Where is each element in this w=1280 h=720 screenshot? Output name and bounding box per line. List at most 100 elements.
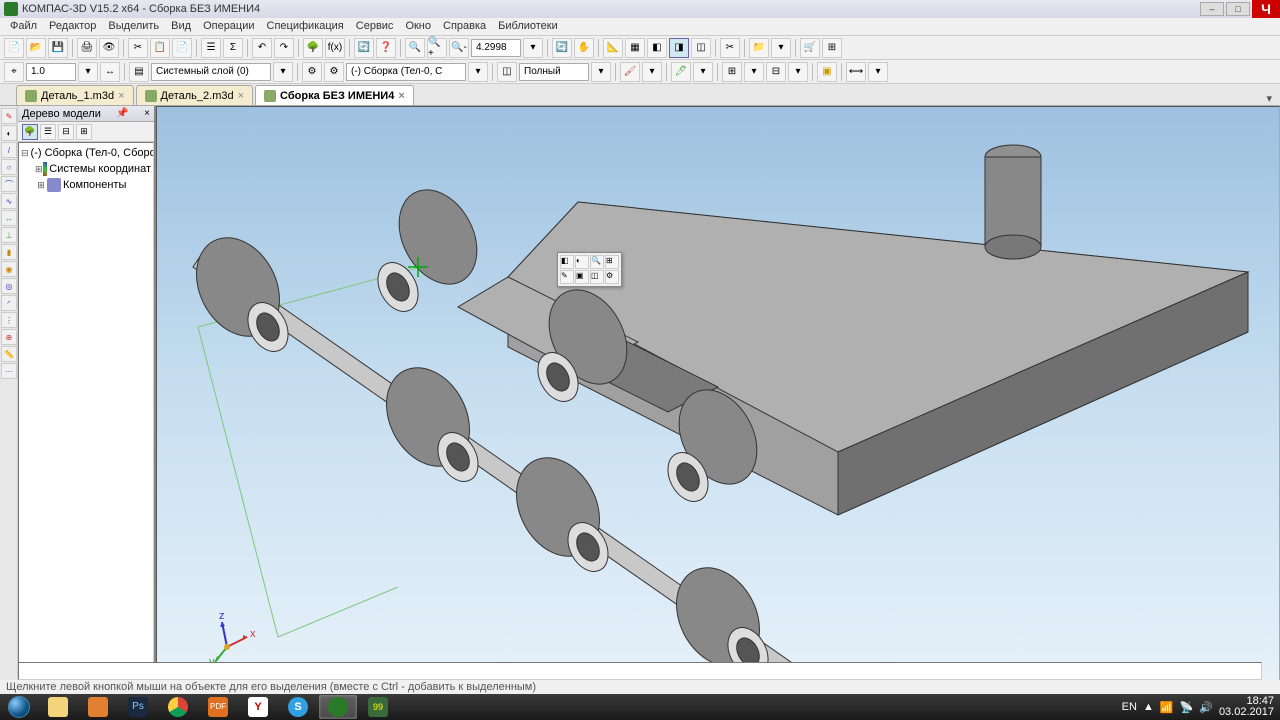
copy-button[interactable]: 📋 [150, 38, 170, 58]
paste-button[interactable]: 📄 [172, 38, 192, 58]
tree-tb1[interactable]: 🌳 [22, 124, 38, 140]
config-button[interactable]: ⚙ [302, 62, 322, 82]
menu-operations[interactable]: Операции [197, 18, 260, 35]
paint-button[interactable]: 🖌 [620, 62, 640, 82]
rebuild-button[interactable]: 🔄 [354, 38, 374, 58]
task-explorer[interactable] [39, 695, 77, 719]
orient-button[interactable]: 📐 [603, 38, 623, 58]
shade-button[interactable]: ◧ [647, 38, 667, 58]
grid-button[interactable]: ⊞ [722, 62, 742, 82]
tab-close-icon[interactable]: × [118, 90, 124, 102]
lt-edit[interactable]: ✎ [1, 108, 17, 124]
grid2-dd[interactable]: ▾ [788, 62, 808, 82]
ctx-btn8[interactable]: ⚙ [605, 270, 619, 284]
maximize-button[interactable]: □ [1226, 2, 1250, 16]
tree-close-icon[interactable]: × [144, 108, 150, 119]
section-button[interactable]: ✂ [720, 38, 740, 58]
shade2-button[interactable]: ◨ [669, 38, 689, 58]
expand-icon[interactable]: ⊞ [35, 180, 47, 191]
rotate-button[interactable]: 🔄 [552, 38, 572, 58]
lt-hole[interactable]: ◎ [1, 278, 17, 294]
dim-button[interactable]: ⟷ [846, 62, 866, 82]
undo-button[interactable]: ↶ [252, 38, 272, 58]
lt-mate[interactable]: ⊕ [1, 329, 17, 345]
scale-input[interactable] [26, 63, 76, 81]
lt-circle[interactable]: ○ [1, 159, 17, 175]
tray-flag-icon[interactable]: ▲ [1143, 701, 1154, 713]
ctx-btn5[interactable]: ✎ [560, 270, 574, 284]
print-button[interactable]: 🖨 [77, 38, 97, 58]
marker-button[interactable]: 🖊 [671, 62, 691, 82]
menu-window[interactable]: Окно [399, 18, 437, 35]
lt-constrain[interactable]: ⊥ [1, 227, 17, 243]
lt-more[interactable]: ⋯ [1, 363, 17, 379]
layout-button[interactable]: ⊞ [822, 38, 842, 58]
mode-input[interactable] [519, 63, 589, 81]
ctx-btn6[interactable]: ▣ [575, 270, 589, 284]
tree-root-node[interactable]: ⊟ (-) Сборка (Тел-0, Сборочны [21, 145, 151, 161]
tree-node-components[interactable]: ⊞ Компоненты [21, 177, 151, 193]
task-chrome[interactable] [159, 695, 197, 719]
scale-dropdown[interactable]: ▾ [78, 62, 98, 82]
viewport-3d[interactable]: ◧ ◐ 🔍 ⊞ ✎ ▣ ◫ ⚙ x y z [156, 106, 1280, 698]
cut-button[interactable]: ✂ [128, 38, 148, 58]
config2-button[interactable]: ⚙ [324, 62, 344, 82]
tray-clock[interactable]: 18:47 03.02.2017 [1219, 696, 1274, 718]
layer-dropdown[interactable]: ▾ [273, 62, 293, 82]
lt-line[interactable]: / [1, 142, 17, 158]
start-button[interactable] [0, 694, 38, 720]
tree-button[interactable]: 🌳 [303, 38, 323, 58]
grid-dd[interactable]: ▾ [744, 62, 764, 82]
fx-button[interactable]: f(x) [325, 38, 345, 58]
wire-button[interactable]: ▦ [625, 38, 645, 58]
menu-file[interactable]: Файл [4, 18, 43, 35]
tree-tb3[interactable]: ⊟ [58, 124, 74, 140]
new-button[interactable]: 📄 [4, 38, 24, 58]
tray-network-icon[interactable]: 📶 [1160, 701, 1174, 714]
paint-dd[interactable]: ▾ [642, 62, 662, 82]
layer-input[interactable] [151, 63, 271, 81]
tabs-dropdown[interactable]: ▾ [1266, 92, 1280, 105]
zoom-fit-button[interactable]: 🔍 [405, 38, 425, 58]
tab-detail2[interactable]: Деталь_2.m3d × [136, 85, 254, 105]
tray-lang[interactable]: EN [1122, 701, 1137, 713]
open-button[interactable]: 📂 [26, 38, 46, 58]
task-skype[interactable]: S [279, 695, 317, 719]
snap-button[interactable]: ⌖ [4, 62, 24, 82]
menu-help[interactable]: Справка [437, 18, 492, 35]
layer-icon[interactable]: ▤ [129, 62, 149, 82]
ctx-btn3[interactable]: 🔍 [590, 255, 604, 269]
lib-button[interactable]: ▾ [771, 38, 791, 58]
menu-spec[interactable]: Спецификация [261, 18, 350, 35]
preview-button[interactable]: 👁 [99, 38, 119, 58]
assembly-dropdown[interactable]: ▾ [468, 62, 488, 82]
lt-spline[interactable]: ∿ [1, 193, 17, 209]
grid2-button[interactable]: ⊟ [766, 62, 786, 82]
lt-extrude[interactable]: ▮ [1, 244, 17, 260]
tree-tb2[interactable]: ☰ [40, 124, 56, 140]
zoom-input[interactable] [471, 39, 521, 57]
zoom-out-button[interactable]: 🔍- [449, 38, 469, 58]
zoom-dropdown[interactable]: ▾ [523, 38, 543, 58]
task-yandex[interactable]: Y [239, 695, 277, 719]
task-kompas[interactable] [319, 695, 357, 719]
assembly-input[interactable] [346, 63, 466, 81]
lt-dim[interactable]: ↔ [1, 210, 17, 226]
lt-arc[interactable]: ⌒ [1, 176, 17, 192]
ctx-btn7[interactable]: ◫ [590, 270, 604, 284]
tree-tb4[interactable]: ⊞ [76, 124, 92, 140]
marker-dd[interactable]: ▾ [693, 62, 713, 82]
save-button[interactable]: 💾 [48, 38, 68, 58]
minimize-button[interactable]: – [1200, 2, 1224, 16]
collapse-icon[interactable]: ⊟ [21, 148, 29, 159]
expand-icon[interactable]: ⊞ [35, 164, 43, 175]
menu-libs[interactable]: Библиотеки [492, 18, 564, 35]
persp-button[interactable]: ◫ [691, 38, 711, 58]
menu-service[interactable]: Сервис [350, 18, 400, 35]
ctx-btn2[interactable]: ◐ [575, 255, 589, 269]
store-button[interactable]: 🛒 [800, 38, 820, 58]
tab-assembly[interactable]: Сборка БЕЗ ИМЕНИ4 × [255, 85, 414, 105]
tray-volume-icon[interactable]: 🔊 [1199, 701, 1213, 714]
tab-detail1[interactable]: Деталь_1.m3d × [16, 85, 134, 105]
redo-button[interactable]: ↷ [274, 38, 294, 58]
